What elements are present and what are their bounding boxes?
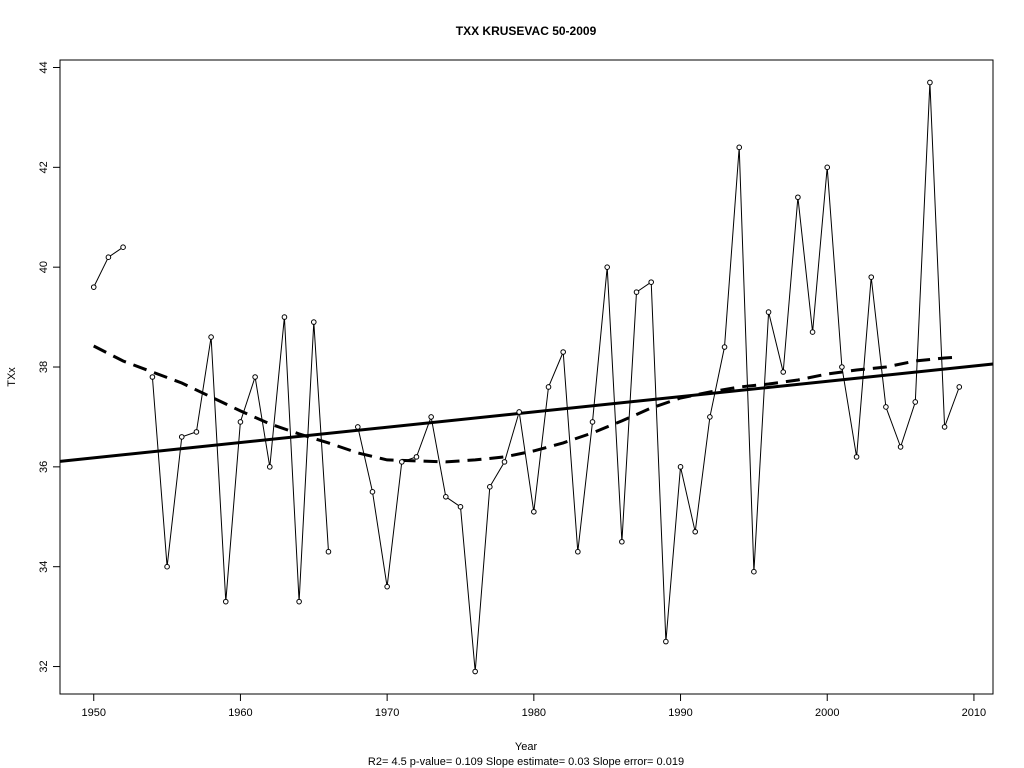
data-point xyxy=(501,459,508,465)
data-point xyxy=(927,79,933,86)
x-axis: 1950 1960 1970 1980 1990 2000 2010 xyxy=(81,694,986,719)
data-point xyxy=(751,568,757,575)
data-point xyxy=(663,638,669,645)
data-point xyxy=(399,459,405,465)
data-point xyxy=(149,374,156,380)
y-tick-label: 42 xyxy=(38,161,50,173)
y-tick-label: 32 xyxy=(38,660,50,672)
data-point xyxy=(252,374,258,380)
y-tick-label: 36 xyxy=(38,461,50,473)
data-point xyxy=(941,424,948,430)
data-point xyxy=(619,538,625,545)
x-tick-label: 1950 xyxy=(81,707,105,719)
data-point xyxy=(428,414,434,420)
x-axis-label: Year xyxy=(515,741,538,753)
data-point xyxy=(222,598,229,605)
data-point xyxy=(956,384,963,390)
plot-area xyxy=(59,79,994,675)
data-point xyxy=(164,563,170,570)
data-point xyxy=(868,274,875,280)
data-point xyxy=(853,454,860,460)
data-point xyxy=(589,419,596,425)
data-point xyxy=(105,254,112,260)
data-point xyxy=(677,464,684,470)
data-point xyxy=(809,329,816,335)
data-point xyxy=(310,319,317,325)
data-point xyxy=(545,384,552,390)
data-point xyxy=(707,414,713,420)
y-tick-label: 44 xyxy=(38,61,50,73)
data-point xyxy=(354,424,361,430)
data-point xyxy=(604,264,610,270)
data-point xyxy=(824,164,831,171)
data-point xyxy=(912,399,919,405)
x-tick-label: 2010 xyxy=(962,707,986,719)
data-point xyxy=(457,503,464,510)
data-point xyxy=(208,334,214,340)
y-axis-label: TXx xyxy=(6,367,18,387)
data-point xyxy=(736,144,743,151)
data-point xyxy=(237,419,244,425)
data-point xyxy=(516,409,522,415)
data-point xyxy=(413,454,420,460)
data-point xyxy=(120,244,126,251)
data-point xyxy=(325,548,332,555)
plot-frame xyxy=(59,59,994,695)
x-tick-label: 1980 xyxy=(522,707,546,719)
data-point xyxy=(648,279,654,285)
data-point xyxy=(281,314,288,320)
data-point xyxy=(178,434,185,440)
data-point xyxy=(795,194,801,201)
data-point xyxy=(897,444,904,450)
data-point xyxy=(443,494,449,500)
x-tick-label: 1990 xyxy=(668,707,692,719)
x-tick-label: 2000 xyxy=(815,707,839,719)
data-point xyxy=(633,289,640,295)
data-point xyxy=(472,668,478,675)
data-point xyxy=(90,284,97,290)
data-point xyxy=(575,548,581,555)
chart-title: TXX KRUSEVAC 50-2009 xyxy=(456,24,597,38)
data-point xyxy=(369,489,376,495)
data-point xyxy=(883,404,889,410)
data-point xyxy=(721,344,728,350)
smoothed-trend-line xyxy=(93,344,960,464)
data-point xyxy=(193,429,200,435)
data-point xyxy=(296,598,302,605)
x-tick-label: 1970 xyxy=(375,707,399,719)
y-axis: 32 34 36 38 40 42 44 xyxy=(38,61,60,673)
data-point xyxy=(266,464,273,470)
data-point xyxy=(384,583,390,590)
y-tick-label: 34 xyxy=(38,561,50,573)
data-point xyxy=(839,364,845,370)
data-point xyxy=(531,508,537,515)
data-point xyxy=(780,369,787,375)
linear-trend-line xyxy=(59,362,994,463)
data-point xyxy=(692,528,699,535)
y-tick-label: 40 xyxy=(38,261,50,273)
x-tick-label: 1960 xyxy=(228,707,252,719)
stats-footer: R2= 4.5 p-value= 0.109 Slope estimate= 0… xyxy=(368,756,684,768)
observed-series-line xyxy=(93,82,960,672)
data-point xyxy=(765,309,772,315)
data-point xyxy=(487,484,493,490)
data-point xyxy=(560,349,566,355)
y-tick-label: 38 xyxy=(38,361,50,373)
